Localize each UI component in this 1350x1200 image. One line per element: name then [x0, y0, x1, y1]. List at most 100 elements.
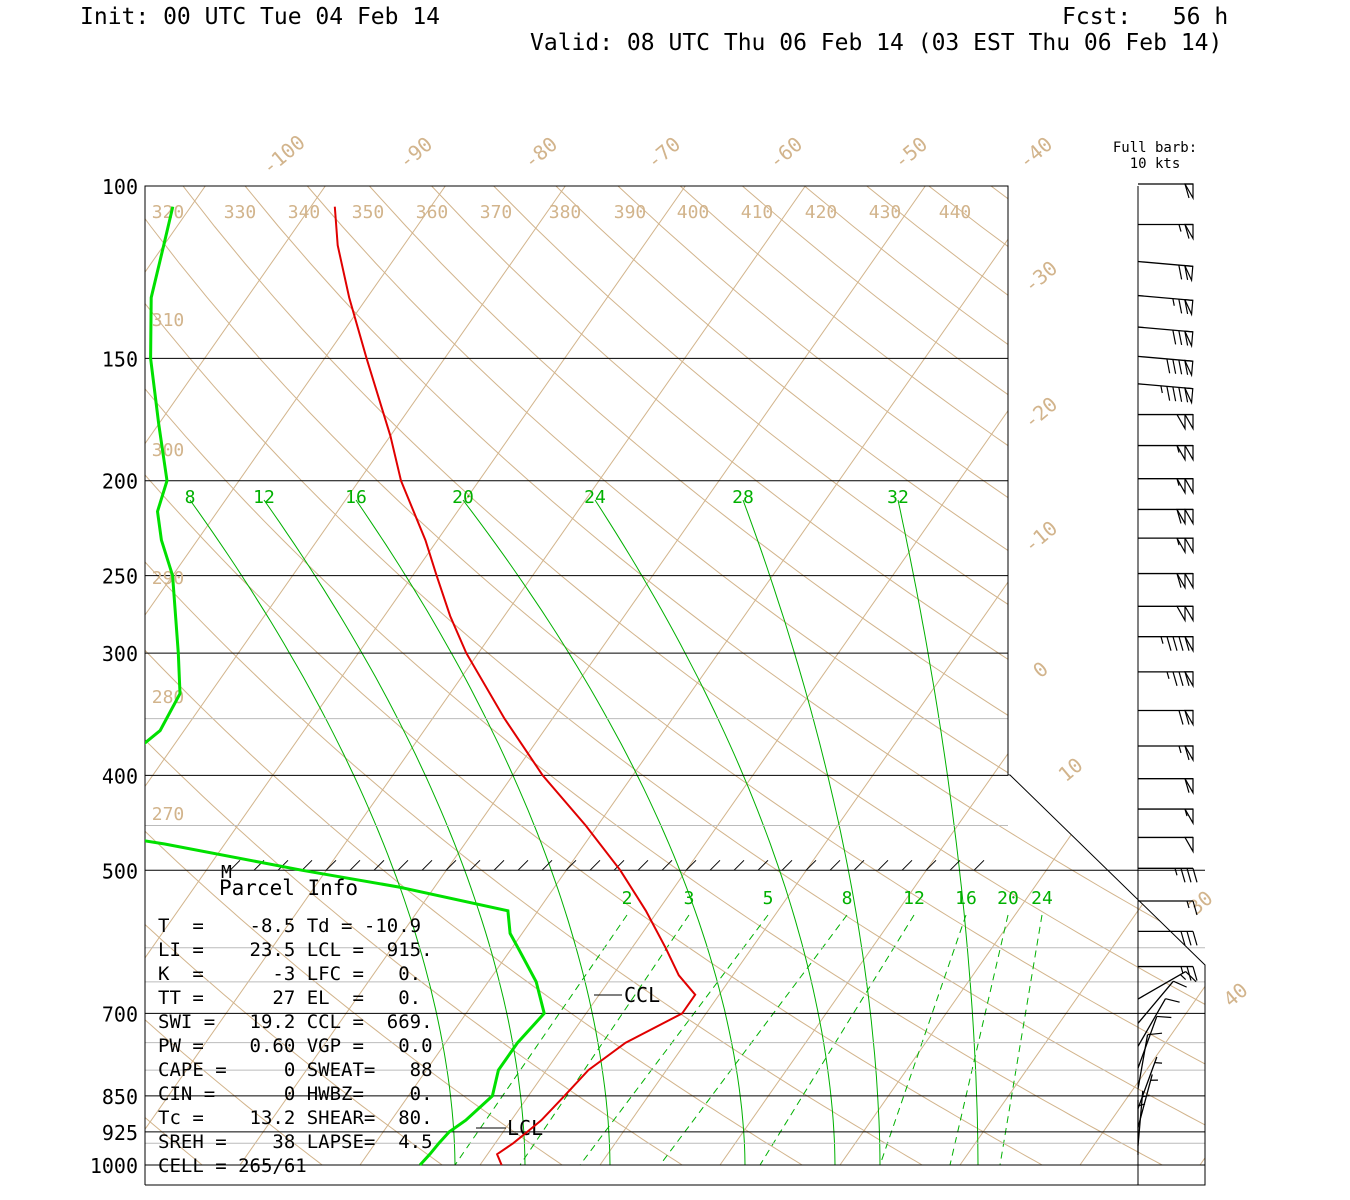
barb-staff	[1137, 998, 1167, 1047]
theta-label: 390	[614, 202, 647, 223]
isotherm-label: 40	[1219, 978, 1253, 1012]
barb-half-feather	[1186, 900, 1190, 909]
hash-mark	[541, 859, 553, 871]
wind-barb	[1138, 930, 1198, 946]
hash-mark	[301, 859, 313, 871]
theta-label: 340	[288, 202, 321, 223]
sounding-traces	[145, 206, 697, 1167]
dry-adiabat	[617, 186, 1205, 1166]
wind-barb	[1138, 745, 1194, 763]
isotherm-label: 0	[1028, 657, 1053, 683]
barb-full-feather	[1178, 299, 1183, 314]
barb-full-feather	[1166, 386, 1171, 401]
barb-staff	[1137, 1016, 1158, 1069]
dry-adiabat	[679, 186, 1205, 1166]
pressure-tick-label: 100	[102, 175, 138, 199]
hash-mark	[517, 859, 529, 871]
wind-barb	[1138, 836, 1194, 854]
wind-barb	[1137, 1015, 1172, 1069]
wind-barb	[1138, 808, 1194, 826]
barb-pennant	[1183, 508, 1194, 526]
barb-full-feather	[1184, 360, 1189, 375]
mixing-ratio-line	[579, 914, 769, 1166]
mixing-ratio-label: 12	[903, 888, 925, 909]
wind-barb	[1138, 900, 1198, 916]
dry-adiabat	[866, 186, 1205, 1166]
mixing-ratio-line	[759, 914, 915, 1166]
barb-half-feather	[1176, 445, 1180, 453]
dry-adiabat	[431, 186, 1205, 1166]
barb-full-feather	[1184, 224, 1190, 239]
wind-barb	[1138, 223, 1194, 241]
dewpoint-trace	[145, 206, 546, 1167]
mixing-ratio-label: 24	[1031, 888, 1053, 909]
hash-mark	[229, 859, 241, 871]
theta-label: 410	[741, 202, 774, 223]
mixing-ratio-label: 24	[584, 487, 606, 508]
barb-half-feather	[1176, 537, 1180, 546]
isotherm	[0, 186, 85, 1165]
barb-pennant	[1183, 836, 1194, 854]
barb-full-feather	[1192, 900, 1198, 916]
dry-adiabat	[1115, 186, 1205, 1166]
barb-pennant	[1175, 413, 1186, 431]
barb-half-feather	[1166, 671, 1170, 680]
barb-pennant	[1175, 478, 1186, 495]
barb-staff	[1137, 970, 1186, 1000]
hash-mark	[757, 859, 769, 871]
barb-full-feather	[1184, 387, 1189, 403]
frame-outline	[144, 185, 1206, 1186]
ccl-label: CCL	[624, 983, 660, 1007]
barb-pennant	[1183, 605, 1194, 623]
dry-adiabat	[145, 186, 1043, 1166]
barb-staff	[1137, 294, 1193, 301]
wind-barb	[1138, 508, 1194, 526]
barb-full-feather	[1178, 264, 1183, 280]
isotherm-label: 10	[1054, 753, 1088, 787]
barb-full-feather	[1180, 931, 1186, 946]
isotherm	[145, 186, 686, 1166]
theta-label: 290	[152, 568, 185, 589]
hash-mark	[565, 859, 577, 871]
pressure-tick-label: 925	[102, 1121, 138, 1145]
dry-adiabat	[1052, 186, 1205, 1166]
moist-adiabat	[462, 499, 746, 1166]
barb-full-feather	[1156, 1015, 1172, 1019]
hash-mark	[445, 859, 457, 871]
pressure-tick-label: 1000	[90, 1154, 138, 1178]
parcel-info-row: SWI = 19.2 CCL = 669.	[158, 1011, 433, 1033]
barb-half-feather	[1142, 1094, 1150, 1098]
barb-pennant	[1183, 387, 1194, 405]
wind-barb	[1137, 294, 1194, 317]
hash-mark	[613, 859, 625, 871]
valid-time: Valid: 08 UTC Thu 06 Feb 14 (03 EST Thu …	[530, 30, 1223, 56]
pressure-tick-label: 250	[102, 565, 138, 589]
hash-mark	[829, 859, 841, 871]
mixing-ratio-label: 12	[253, 487, 275, 508]
barb-half-feather	[1178, 745, 1182, 754]
mixing-ratio-line	[879, 914, 967, 1166]
hash-mark	[373, 859, 385, 871]
barb-half-feather	[1160, 636, 1164, 644]
wind-barb	[1137, 970, 1197, 1000]
isotherm-label: -70	[642, 132, 685, 174]
wind-barb	[1138, 572, 1194, 590]
theta-label: 380	[549, 202, 582, 223]
isotherm	[1320, 186, 1350, 1165]
parcel-info-row: T = -8.5 Td = -10.9	[158, 915, 421, 937]
hash-mark	[637, 859, 649, 871]
mixing-ratio-label: 20	[997, 888, 1019, 909]
theta-label: 430	[869, 202, 902, 223]
mixing-ratio-label: 20	[452, 487, 474, 508]
parcel-info-row: CELL = 265/61	[158, 1155, 307, 1177]
barb-half-feather	[1174, 868, 1178, 876]
isotherm	[719, 186, 1205, 1166]
barb-full-feather	[1173, 980, 1187, 988]
theta-label: 420	[805, 202, 838, 223]
isotherm	[145, 186, 326, 1166]
barb-pennant	[1183, 298, 1194, 317]
isotherm	[1199, 186, 1205, 1166]
barb-full-feather	[1172, 636, 1178, 651]
isotherm-label: -80	[519, 132, 562, 174]
